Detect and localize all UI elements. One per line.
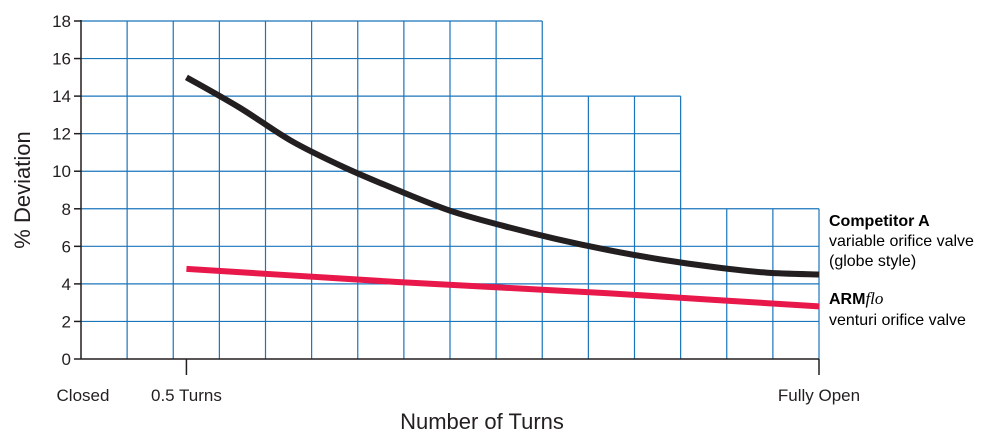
series-line-armflo [186, 265, 820, 310]
series-lines [184, 74, 820, 310]
y-tick-label: 18 [52, 12, 71, 31]
y-tick-label: 14 [52, 87, 71, 106]
legend-armflo-name: ARMflo [829, 289, 883, 308]
legend-competitor-a-name: Competitor A [829, 213, 930, 230]
y-tick-label: 0 [62, 350, 71, 369]
grid [81, 20, 820, 359]
y-tick-label: 10 [52, 162, 71, 181]
legend-competitor-a-line-1: variable orifice valve [829, 233, 974, 250]
legend-armflo-bold: ARM [829, 291, 865, 308]
x-tick-label: Fully Open [778, 386, 860, 405]
x-ticks: Closed 0.5 Turns Fully Open [57, 359, 860, 405]
y-tick-label: 2 [62, 312, 71, 331]
legend-competitor-a-line-2: (globe style) [829, 253, 916, 270]
y-tick-label: 6 [62, 237, 71, 256]
series-line-competitor-a [184, 74, 820, 278]
y-tick-label: 12 [52, 125, 71, 144]
y-ticks: 0 2 4 6 8 10 12 14 16 18 [52, 12, 81, 369]
x-tick-label: Closed [57, 386, 110, 405]
x-axis-title: Number of Turns [400, 409, 564, 432]
y-tick-label: 4 [62, 275, 71, 294]
legend-armflo: ARMflo venturi orifice valve [829, 289, 966, 329]
x-tick-label: 0.5 Turns [151, 386, 222, 405]
y-tick-label: 16 [52, 50, 71, 69]
y-tick-label: 8 [62, 200, 71, 219]
axes [80, 20, 819, 360]
legend-armflo-italic: flo [865, 289, 883, 308]
legend-competitor-a: Competitor A variable orifice valve (glo… [829, 213, 974, 270]
y-axis-title: % Deviation [10, 131, 35, 248]
legend-armflo-line-1: venturi orifice valve [829, 312, 966, 329]
